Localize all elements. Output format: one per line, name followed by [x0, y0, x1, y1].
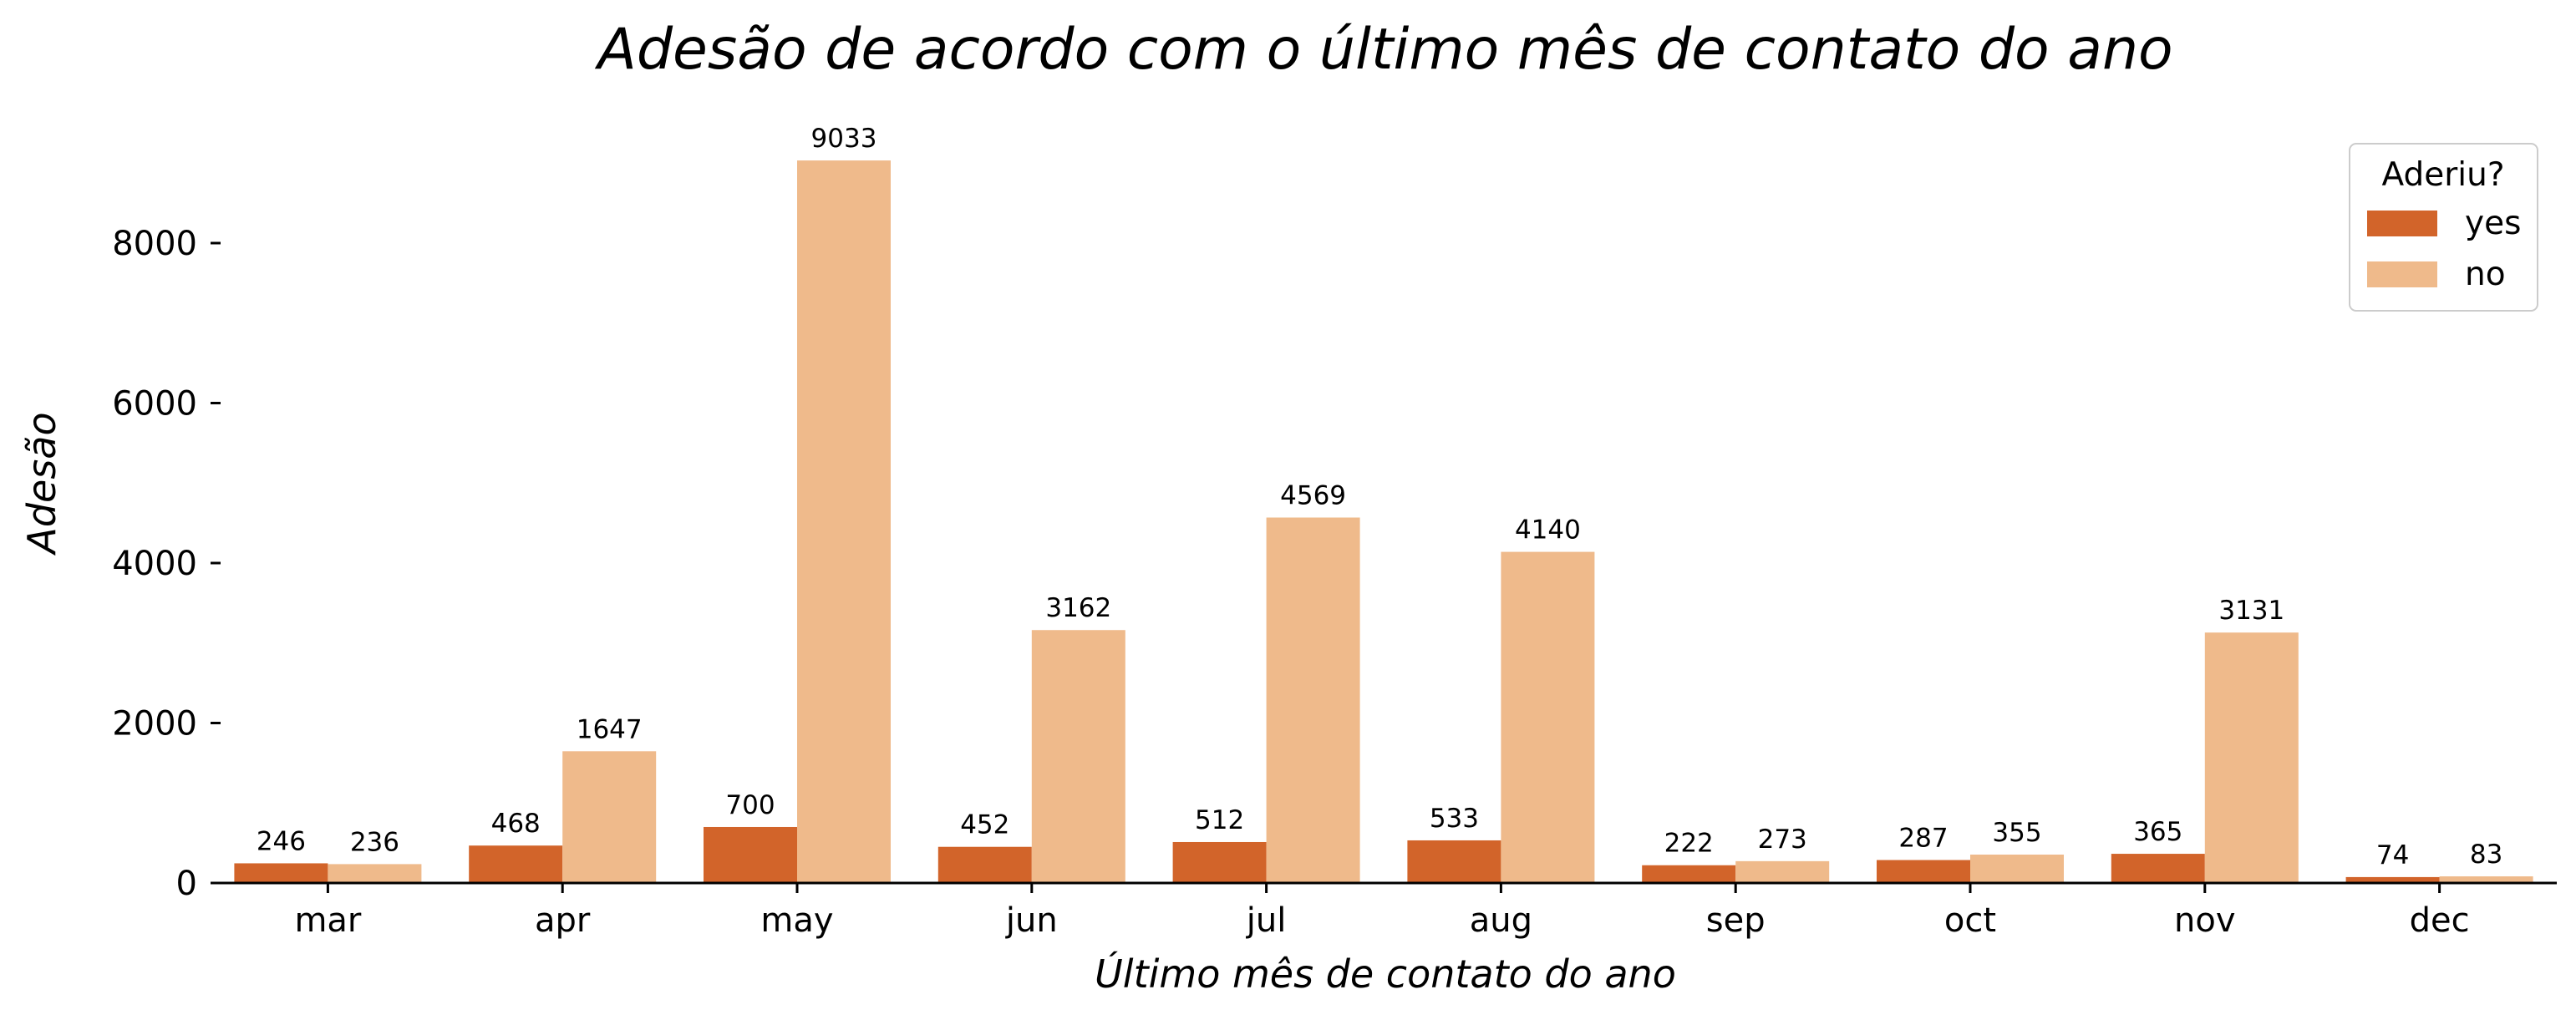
bar-yes-apr — [469, 845, 563, 883]
bar-no-jul — [1266, 517, 1360, 883]
y-tick-label: 2000 — [112, 705, 197, 743]
chart-title: Adesão de acordo com o último mês de con… — [594, 17, 2172, 83]
x-tick-label: sep — [1706, 901, 1766, 940]
y-tick-label: 8000 — [112, 225, 197, 263]
bar-no-dec — [2439, 876, 2533, 883]
x-tick-label: jul — [1246, 901, 1287, 940]
bar-yes-aug — [1407, 840, 1501, 883]
bar-yes-may — [704, 826, 797, 883]
x-tick-label: aug — [1470, 901, 1532, 940]
x-axis: mar apr may jun jul aug sep oct nov dec — [211, 881, 2557, 940]
data-label: 4569 — [1280, 481, 1346, 511]
legend-title: Aderiu? — [2381, 156, 2504, 194]
x-tick-label: may — [760, 901, 833, 940]
bar-no-apr — [562, 751, 657, 883]
x-tick-label: oct — [1944, 901, 1996, 940]
bar-no-mar — [328, 864, 422, 883]
data-label: 222 — [1664, 829, 1714, 859]
legend: Aderiu? yes no — [2349, 143, 2538, 312]
data-label: 365 — [2133, 817, 2182, 847]
data-label: 1647 — [577, 714, 643, 744]
bar-yes-mar — [234, 863, 328, 883]
data-label: 452 — [960, 810, 1009, 840]
bars-group: 246 236 468 1647 700 9033 452 3162 512 4569 533 414… — [234, 124, 2533, 883]
x-tick-label: apr — [535, 901, 591, 940]
bar-no-aug — [1501, 551, 1595, 883]
y-tick-label: 4000 — [112, 545, 197, 583]
bar-yes-jul — [1172, 841, 1267, 883]
y-tick-label: 6000 — [112, 385, 197, 424]
y-axis: 0 2000 4000 6000 8000 — [112, 225, 221, 903]
bar-no-nov — [2204, 632, 2299, 883]
y-axis-label: Adesão — [19, 412, 64, 556]
x-tick-label: nov — [2174, 901, 2236, 940]
x-tick-label: jun — [1005, 901, 1058, 940]
data-label: 533 — [1430, 804, 1479, 834]
y-tick-label: 0 — [176, 865, 197, 903]
bar-no-sep — [1735, 860, 1830, 883]
legend-label-yes: yes — [2465, 205, 2521, 242]
data-label: 246 — [257, 826, 306, 856]
legend-swatch-no — [2367, 261, 2437, 287]
bar-yes-oct — [1877, 860, 1970, 883]
bar-yes-dec — [2345, 876, 2440, 883]
data-label: 273 — [1758, 825, 1807, 855]
data-label: 236 — [350, 827, 399, 857]
x-tick-label: mar — [294, 901, 361, 940]
data-label: 3162 — [1045, 593, 1111, 623]
data-label: 83 — [2470, 840, 2502, 870]
legend-label-no: no — [2465, 256, 2506, 293]
bar-yes-nov — [2111, 854, 2205, 883]
data-label: 287 — [1898, 824, 1948, 854]
data-label: 4140 — [1515, 515, 1581, 546]
legend-swatch-yes — [2367, 211, 2437, 236]
data-label: 355 — [1992, 818, 2041, 848]
data-label: 468 — [491, 809, 541, 839]
data-label: 512 — [1195, 805, 1244, 835]
data-label: 9033 — [811, 124, 877, 154]
bar-no-oct — [1970, 855, 2064, 883]
data-label: 700 — [725, 790, 775, 820]
bar-no-jun — [1031, 630, 1125, 883]
bar-no-may — [797, 160, 891, 883]
x-tick-label: dec — [2410, 901, 2470, 940]
data-label: 3131 — [2218, 596, 2284, 626]
data-label: 74 — [2376, 840, 2409, 870]
bar-yes-jun — [937, 846, 1032, 883]
bar-yes-sep — [1642, 865, 1736, 883]
x-axis-label: Último mês de contato do ano — [1095, 951, 1676, 997]
